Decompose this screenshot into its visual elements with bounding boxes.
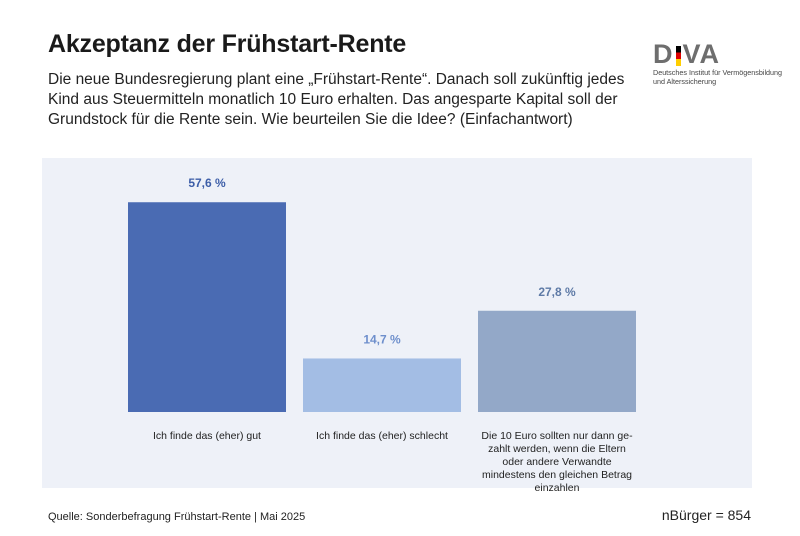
data-label-3: 27,8 % — [538, 285, 576, 299]
data-label-1: 57,6 % — [188, 176, 226, 190]
diva-logo: D VA Deutsches Institut für Vermögensbild… — [653, 40, 783, 86]
category-label-2: Ich finde das (eher) schlecht — [316, 430, 448, 442]
logo-wordmark: D VA — [653, 40, 783, 68]
logo-text-end: VA — [682, 39, 721, 69]
chart-panel: 57,6 % 14,7 % 27,8 % Ich finde das (eher) … — [42, 158, 752, 494]
source-note: Quelle: Sonderbefragung Frühstart-Rente … — [48, 511, 306, 523]
bar-1 — [128, 202, 286, 412]
flag-icon — [675, 46, 681, 66]
bar-chart: 57,6 % 14,7 % 27,8 % — [128, 176, 636, 412]
question-text: Die neue Bundesregierung plant eine „Frü… — [48, 71, 625, 128]
bar-2 — [303, 358, 461, 412]
logo-subtext: Deutsches Institut für Vermögensbildung … — [653, 68, 783, 86]
category-label-3: Die 10 Euro sollten nur dann ge-zahlt we… — [481, 430, 633, 494]
logo-text-start: D — [653, 39, 674, 69]
category-label-1: Ich finde das (eher) gut — [153, 430, 261, 442]
sample-size: nBürger = 854 — [661, 507, 751, 523]
data-label-2: 14,7 % — [363, 332, 401, 346]
page-title: Akzeptanz der Frühstart-Rente — [48, 30, 407, 58]
bar-3 — [478, 310, 636, 412]
